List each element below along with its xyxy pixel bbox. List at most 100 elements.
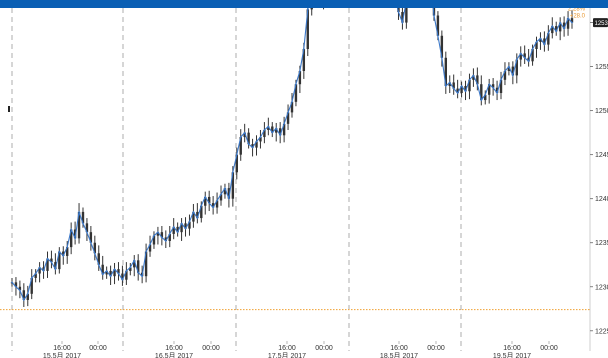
data-point [78, 211, 80, 213]
data-point [208, 202, 210, 204]
data-point [539, 37, 542, 40]
data-point [255, 140, 258, 143]
data-point [129, 266, 132, 269]
candle-body [456, 88, 459, 94]
candle-body [271, 126, 274, 133]
candle-body [62, 251, 65, 256]
candle-body [282, 123, 286, 136]
data-point [287, 111, 289, 114]
data-point [70, 228, 72, 231]
candle-body [160, 232, 164, 238]
data-point [567, 17, 569, 19]
data-point [220, 193, 222, 196]
x-tick-time: 00:00 [89, 345, 107, 352]
data-point [101, 273, 104, 276]
candle-body [113, 269, 116, 277]
data-point [11, 281, 13, 284]
candle-body [259, 137, 262, 142]
grid-layer [11, 8, 462, 351]
data-point [468, 79, 471, 81]
data-point [456, 92, 459, 94]
candle-body [168, 233, 171, 241]
candle-body [401, 12, 404, 23]
candle-body [503, 71, 507, 80]
candle-body [156, 232, 160, 236]
candle-body [133, 260, 136, 268]
data-point [480, 99, 483, 101]
data-point [82, 222, 84, 225]
candle-body [507, 66, 511, 72]
candle-body [491, 84, 495, 88]
data-point [519, 52, 522, 55]
y-tick-label: 1245 [595, 152, 608, 159]
candle-body [144, 251, 148, 277]
candle-body [227, 188, 231, 199]
candle-body [558, 22, 562, 32]
data-point [247, 143, 250, 145]
candle-body [495, 87, 499, 94]
data-point [109, 275, 112, 277]
data-point [54, 268, 57, 270]
x-tick-date: 15.5月 2017 [43, 352, 81, 358]
candle-body [487, 84, 491, 95]
data-point [26, 293, 29, 295]
candle-body [54, 262, 57, 270]
data-point [46, 257, 49, 260]
x-tick-time: 16:00 [503, 345, 521, 352]
data-point [90, 241, 92, 244]
x-tick-date: 16.5月 2017 [155, 352, 193, 358]
candle-body [551, 26, 554, 34]
candle-body [298, 71, 302, 85]
last-price-tag [593, 18, 608, 28]
data-point [105, 270, 108, 272]
candle-body [306, 9, 309, 49]
top-bar [0, 0, 608, 8]
candle-body [566, 18, 570, 29]
series-layer [11, 8, 573, 302]
data-point [472, 74, 475, 77]
data-point [15, 285, 17, 288]
candle-body [200, 205, 203, 219]
last-price-layer: 1253 2.28%+28.0 [568, 8, 608, 28]
candle-body [58, 251, 61, 270]
candle-body [30, 277, 33, 294]
x-tick-time: 00:00 [315, 345, 333, 352]
data-point [523, 56, 526, 59]
candle-body [50, 258, 53, 263]
data-point [531, 48, 534, 50]
candle-body [464, 85, 467, 92]
data-point [161, 236, 163, 239]
data-point [239, 136, 242, 138]
candle-body [480, 84, 483, 101]
data-point [271, 131, 274, 134]
data-point [267, 125, 270, 128]
candle-body [196, 211, 199, 219]
data-point [508, 65, 510, 68]
data-point [74, 237, 76, 240]
candle-body [121, 273, 124, 280]
candle-body [472, 75, 475, 80]
candle-body [93, 242, 97, 254]
last-price-label: 1253 [595, 21, 608, 27]
candle-body [26, 293, 29, 300]
candle-body [219, 194, 223, 201]
data-point [86, 231, 88, 233]
series-line [11, 8, 573, 302]
candle-body [499, 79, 503, 94]
candle-body [184, 223, 187, 229]
x-tick-time: 00:00 [540, 345, 558, 352]
candle-body [448, 82, 451, 86]
candle-body [211, 203, 215, 208]
data-point [212, 206, 214, 209]
data-point [66, 246, 69, 248]
candle-body [152, 235, 156, 245]
candle-body [523, 53, 526, 58]
data-point [117, 272, 120, 275]
candle-body [247, 132, 250, 145]
data-point [476, 83, 479, 86]
data-point [492, 86, 494, 89]
x-tick-date: 18.5月 2017 [380, 352, 418, 358]
candle-body [555, 26, 558, 32]
candle-body [73, 229, 77, 239]
